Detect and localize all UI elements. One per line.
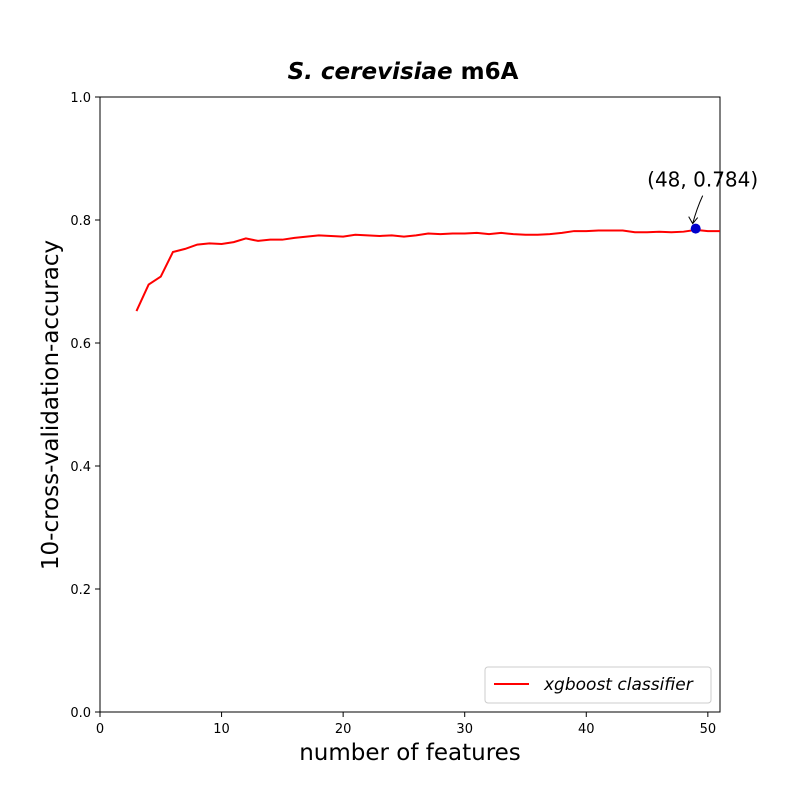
- legend-box: [484, 666, 712, 704]
- legend-label: xgboost classifier: [543, 675, 694, 695]
- x-tick-label: 50: [700, 722, 717, 737]
- annotation-label: (48, 0.784): [647, 168, 758, 192]
- highlight-layer: (48, 0.784): [647, 168, 758, 234]
- series-layer: [135, 228, 720, 312]
- highlight-point: [690, 223, 701, 234]
- legend: xgboost classifier: [484, 666, 712, 704]
- chart-title: S. cerevisiae m6A: [288, 59, 519, 85]
- x-tick-label: 40: [578, 722, 595, 737]
- series-line: [135, 228, 720, 312]
- x-tick-label: 20: [335, 722, 352, 737]
- y-tick-label: 0.0: [70, 706, 91, 721]
- x-axis-label: number of features: [299, 740, 521, 766]
- y-tick-label: 0.6: [70, 337, 91, 352]
- x-tick-label: 0: [96, 722, 104, 737]
- axis-ticks: 0 10 20 30 40 50 0.0 0.2 0.4 0.6 0.8 1.0: [70, 91, 716, 737]
- y-tick-label: 0.4: [70, 460, 91, 475]
- x-tick-label: 10: [213, 722, 230, 737]
- y-tick-label: 0.2: [70, 583, 91, 598]
- annotation-arrow: [692, 195, 704, 224]
- y-tick-label: 0.8: [70, 214, 91, 229]
- y-axis-label: 10-cross-validation-accuracy: [38, 240, 64, 570]
- annotation-arrowhead: [688, 216, 699, 225]
- y-tick-label: 1.0: [70, 91, 91, 106]
- plot-frame: [99, 96, 721, 713]
- x-tick-label: 30: [456, 722, 473, 737]
- chart-title-italic: S. cerevisiae: [288, 59, 453, 85]
- chart-title-regular: m6A: [453, 59, 519, 85]
